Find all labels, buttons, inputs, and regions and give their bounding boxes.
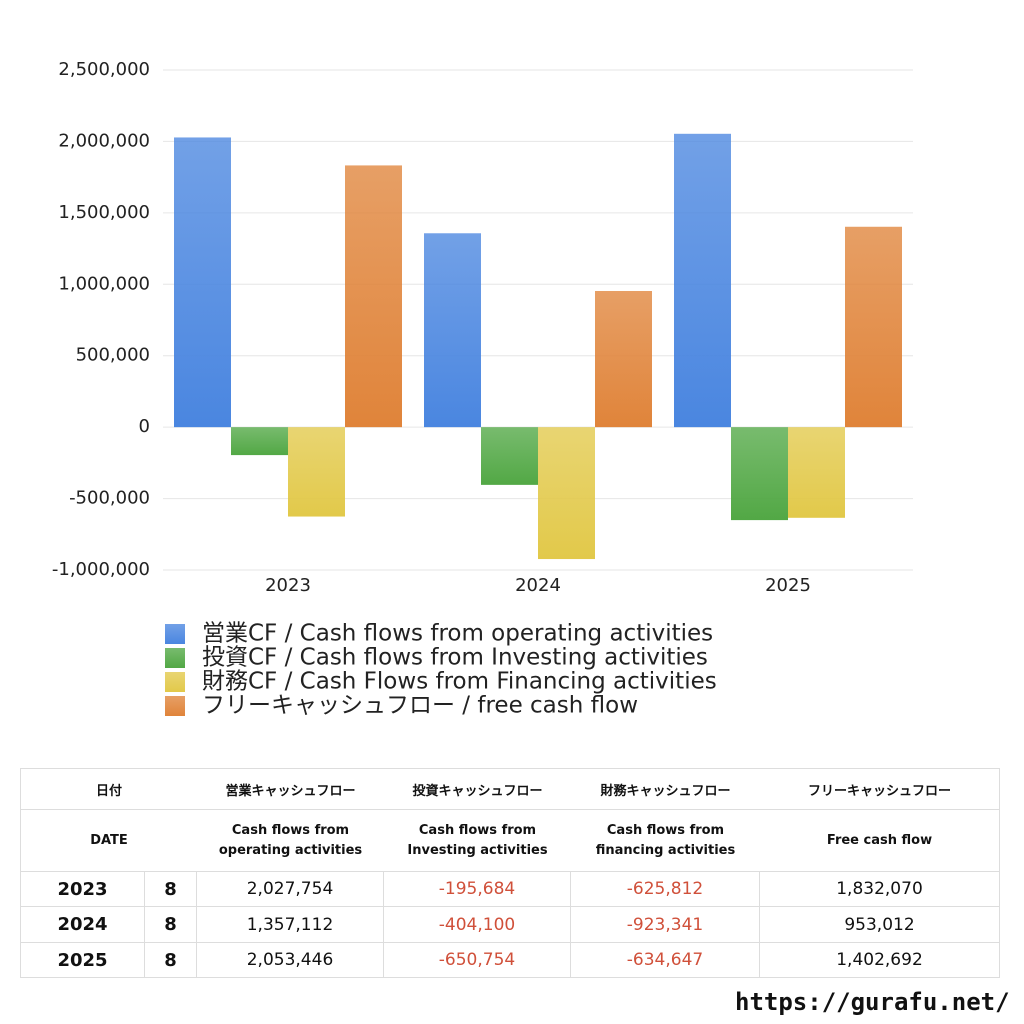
legend-label: フリーキャッシュフロー / free cash flow bbox=[202, 693, 638, 719]
table-cell: 8 bbox=[145, 907, 197, 943]
y-tick-label: -1,000,000 bbox=[52, 559, 150, 580]
cell-text: 2023 bbox=[57, 878, 108, 900]
legend-swatch bbox=[165, 624, 185, 644]
legend-swatch bbox=[165, 696, 185, 716]
table-cell: -195,684 bbox=[384, 872, 571, 907]
table-cell: 8 bbox=[145, 872, 197, 907]
bar bbox=[174, 137, 231, 428]
bar bbox=[674, 133, 731, 428]
legend-swatch bbox=[165, 648, 185, 668]
cell-text: -923,341 bbox=[626, 914, 704, 935]
bar bbox=[538, 427, 595, 560]
legend-swatch bbox=[165, 672, 185, 692]
header-cell: Free cash flow bbox=[760, 810, 1000, 872]
cell-text: 財務キャッシュフロー bbox=[600, 783, 731, 799]
y-tick-label: 1,000,000 bbox=[58, 273, 150, 294]
header-cell: Cash flows from financing activities bbox=[571, 810, 760, 872]
y-tick-label: 1,500,000 bbox=[58, 202, 150, 223]
cell-text: DATE bbox=[90, 832, 128, 848]
cell-text: 8 bbox=[164, 878, 177, 900]
bar bbox=[424, 233, 481, 428]
table-cell: 2025 bbox=[20, 943, 145, 978]
table-cell: 1,357,112 bbox=[197, 907, 384, 943]
cell-text: 2024 bbox=[57, 914, 108, 935]
header-cell: フリーキャッシュフロー bbox=[760, 769, 1000, 810]
x-tick-label: 2025 bbox=[765, 575, 811, 596]
table-cell: 2023 bbox=[20, 872, 145, 907]
y-tick-label: 500,000 bbox=[76, 345, 150, 366]
table-cell: 1,402,692 bbox=[760, 943, 1000, 978]
x-tick-label: 2024 bbox=[515, 575, 561, 596]
table-cell: -923,341 bbox=[571, 907, 760, 943]
bar bbox=[231, 427, 288, 456]
header-cell: DATE bbox=[20, 810, 197, 872]
header-cell: 営業キャッシュフロー bbox=[197, 769, 384, 810]
cell-text: 投資キャッシュフロー bbox=[412, 783, 543, 799]
cell-text: Cash flows from bbox=[606, 822, 725, 838]
y-tick-label: 2,500,000 bbox=[58, 59, 150, 80]
cell-text: financing activities bbox=[595, 842, 736, 858]
header-cell: Cash flows from operating activities bbox=[197, 810, 384, 872]
bar bbox=[595, 290, 652, 428]
cell-text: -404,100 bbox=[438, 914, 516, 935]
chart: -1,000,000 -500,000 0 500,000 1,000,000 1,500… bbox=[52, 59, 913, 719]
cell-text: 2,053,446 bbox=[246, 950, 334, 970]
cell-text: 8 bbox=[164, 949, 177, 971]
cell-text: 1,832,070 bbox=[836, 879, 923, 899]
cell-text: -650,754 bbox=[438, 950, 516, 970]
legend-label: 投資CF / Cash flows from Investing activit… bbox=[202, 645, 708, 671]
cell-text: 953,012 bbox=[844, 914, 915, 935]
cell-text: 2,027,754 bbox=[246, 879, 334, 899]
table-cell: -634,647 bbox=[571, 943, 760, 978]
cell-text: 日付 bbox=[95, 783, 122, 799]
table-top-border bbox=[20, 768, 1000, 769]
y-tick-label: 2,000,000 bbox=[58, 130, 150, 151]
cell-text: Cash flows from bbox=[418, 822, 537, 838]
table-cell: -650,754 bbox=[384, 943, 571, 978]
table-cell: -404,100 bbox=[384, 907, 571, 943]
cell-text: 営業キャッシュフロー bbox=[225, 783, 356, 799]
cell-text: 1,357,112 bbox=[246, 914, 334, 935]
cell-text: フリーキャッシュフロー bbox=[807, 783, 951, 799]
y-tick-label: -500,000 bbox=[69, 488, 150, 509]
bar bbox=[345, 165, 402, 428]
table-cell: -625,812 bbox=[571, 872, 760, 907]
header-cell: 投資キャッシュフロー bbox=[384, 769, 571, 810]
header-cell: 日付 bbox=[20, 769, 197, 810]
legend-label: 営業CF / Cash flows from operating activit… bbox=[202, 621, 713, 647]
cell-text: 8 bbox=[164, 914, 177, 935]
cell-text: 1,402,692 bbox=[836, 950, 923, 970]
table-cell: 1,832,070 bbox=[760, 872, 1000, 907]
table-cell: 2,027,754 bbox=[197, 872, 384, 907]
table-cell: 8 bbox=[145, 943, 197, 978]
legend-label: 財務CF / Cash Flows from Financing activit… bbox=[202, 669, 717, 695]
site-url: https://gurafu.net/ bbox=[735, 988, 1010, 1016]
bar bbox=[845, 226, 902, 428]
cell-text: -195,684 bbox=[438, 879, 516, 899]
cell-text: -634,647 bbox=[626, 950, 704, 970]
table-cell: 2024 bbox=[20, 907, 145, 943]
cell-text: -625,812 bbox=[626, 879, 704, 899]
bar bbox=[481, 427, 538, 485]
cell-text: Free cash flow bbox=[826, 832, 933, 848]
table-cell: 2,053,446 bbox=[197, 943, 384, 978]
header-cell: Cash flows from Investing activities bbox=[384, 810, 571, 872]
bar bbox=[731, 427, 788, 521]
bar bbox=[788, 427, 845, 518]
table-cell: 953,012 bbox=[760, 907, 1000, 943]
bar bbox=[288, 427, 345, 517]
cell-text: Cash flows from bbox=[231, 822, 350, 838]
cell-text: 2025 bbox=[57, 949, 108, 971]
header-cell: 財務キャッシュフロー bbox=[571, 769, 760, 810]
cell-text: operating activities bbox=[218, 842, 363, 858]
y-tick-label: 0 bbox=[139, 416, 150, 437]
cell-text: Investing activities bbox=[407, 842, 548, 858]
x-tick-label: 2023 bbox=[265, 575, 311, 596]
